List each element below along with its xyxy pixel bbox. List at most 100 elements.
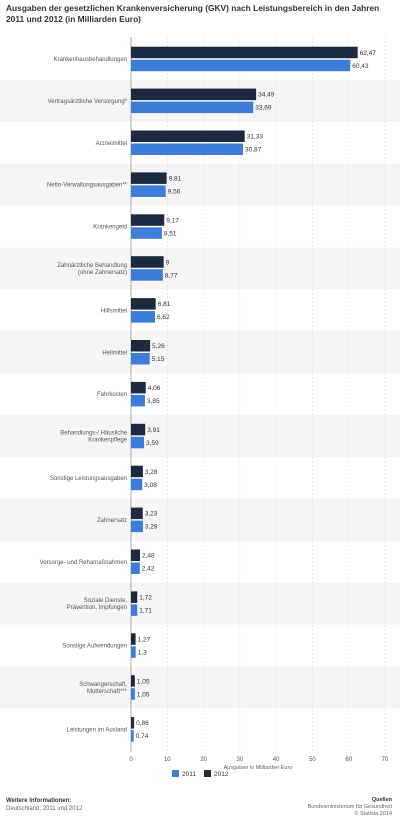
x-tick-label: 60: [345, 757, 352, 763]
x-tick-label: 30: [237, 757, 244, 763]
bar-2011: [131, 311, 156, 323]
bar-2012: [131, 130, 245, 142]
category-label: Behandlungs-/ Häusliche: [60, 431, 127, 437]
x-tick-label: 20: [200, 757, 207, 763]
x-tick-label: 10: [164, 757, 171, 763]
category-label: Vorsorge- und Rehamaßnahmen: [40, 560, 127, 566]
data-label-2012: 1,27: [138, 636, 151, 643]
category-label: Vertragsärztliche Versorgung*: [48, 99, 128, 105]
footer-sources: Quellen Bundesministerium für Gesundheit…: [308, 797, 392, 818]
footer-info: Weitere Informationen: Deutschland; 2011…: [6, 797, 82, 813]
bar-2012: [131, 340, 151, 352]
data-label-2011: 1,71: [139, 607, 152, 614]
data-label-2011: 3,28: [145, 524, 158, 531]
data-label-2012: 2,48: [142, 553, 155, 560]
x-tick-label: 0: [129, 757, 133, 763]
bar-chart: 0 10 20 30 40 50 60 70 Ausgaben in Milliarden Eu…: [0, 37, 400, 778]
data-label-2011: 3,08: [144, 482, 157, 489]
data-label-2012: 1,72: [139, 594, 152, 601]
row-band: [0, 247, 400, 290]
data-label-2012: 9,81: [169, 175, 182, 182]
category-label: Mutterschaft***: [87, 689, 128, 695]
x-tick-label: 40: [273, 757, 280, 763]
row-band: [0, 415, 400, 457]
data-label-2011: 3,85: [147, 398, 160, 405]
footer-info-text: Deutschland; 2011 und 2012: [6, 806, 83, 812]
bar-2011: [131, 436, 145, 449]
legend-swatch-2012: [204, 770, 211, 777]
footer-sources-heading: Quellen: [371, 797, 392, 803]
data-label-2012: 31,33: [247, 134, 264, 141]
category-label: Krankenhausbehandlungen: [54, 57, 127, 63]
data-label-2012: 4,06: [148, 385, 161, 392]
bar-2011: [131, 478, 143, 491]
data-label-2011: 30,87: [245, 147, 262, 154]
bar-2011: [131, 688, 135, 700]
category-label: Zahnärztliche Behandlung: [57, 263, 127, 269]
data-label-2011: 60,43: [352, 63, 369, 70]
data-label-2011: 1,05: [137, 691, 150, 698]
bar-2012: [131, 717, 135, 729]
data-label-2012: 5,26: [152, 343, 165, 350]
data-label-2012: 3,28: [145, 469, 158, 476]
category-label: Zahnersatz: [97, 518, 127, 524]
category-label: Soziale Dienste,: [84, 598, 128, 604]
footer-info-heading: Weitere Informationen:: [6, 798, 72, 804]
bar-2012: [131, 88, 257, 101]
data-label-2011: 8,51: [164, 230, 177, 237]
bar-2011: [131, 520, 143, 533]
bar-2012: [131, 675, 135, 687]
bar-2012: [131, 298, 156, 310]
data-label-2011: 2,42: [142, 566, 155, 573]
data-label-2012: 3,91: [147, 427, 160, 434]
chart-title: Ausgaben der gesetzlichen Krankenversich…: [6, 3, 380, 24]
bar-2012: [131, 549, 140, 561]
bar-2012: [131, 256, 164, 268]
bar-2012: [131, 507, 143, 520]
bar-2011: [131, 562, 140, 574]
data-label-2011: 33,69: [255, 105, 272, 112]
bar-2012: [131, 423, 146, 436]
bar-2011: [131, 59, 351, 72]
bar-2011: [131, 227, 162, 239]
category-label: Sonstige Aufwendungen: [62, 644, 127, 650]
row-band: [0, 163, 400, 206]
bar-2012: [131, 46, 358, 59]
bar-2012: [131, 591, 138, 603]
data-label-2011: 5,15: [152, 356, 165, 363]
data-label-2012: 9: [166, 259, 170, 266]
category-label: Netto-Verwaltungsausgaben**: [47, 183, 128, 189]
bar-2011: [131, 394, 145, 407]
category-label: Arzneimittel: [96, 141, 127, 147]
legend-label-2011: 2011: [182, 771, 196, 778]
bar-2012: [131, 214, 165, 226]
category-label: Hilfsmittel: [101, 308, 127, 314]
footer-source-text: Bundesministerium für Gesundheit: [307, 804, 392, 810]
data-label-2011: 8,77: [165, 272, 178, 279]
bar-2012: [131, 172, 167, 184]
category-label: Fahrkosten: [97, 392, 127, 398]
legend-swatch-2011: [172, 770, 179, 777]
category-label: (ohne Zahnersatz): [78, 270, 127, 276]
data-label-2011: 0,74: [136, 733, 149, 740]
category-label: Krankengeld: [93, 225, 127, 231]
data-label-2011: 1,3: [138, 649, 147, 656]
bar-2011: [131, 730, 134, 742]
bar-2011: [131, 604, 138, 616]
x-tick-label: 50: [309, 757, 316, 763]
category-label: Prävention, Impfungen: [67, 605, 127, 611]
row-band: [0, 331, 400, 374]
row-band: [0, 79, 400, 122]
bar-2011: [131, 353, 150, 365]
category-label: Krankenpflege: [88, 438, 127, 444]
bar-2012: [131, 633, 136, 645]
footer-copyright: © Statista 2014: [354, 811, 392, 817]
category-label: Schwangerschaft,: [79, 682, 127, 688]
data-label-2011: 9,56: [168, 188, 181, 195]
row-band: [0, 666, 400, 709]
row-band: [0, 498, 400, 541]
bar-2011: [131, 646, 136, 658]
bar-2012: [131, 381, 146, 394]
x-tick-label: 70: [382, 757, 389, 763]
legend-label-2012: 2012: [214, 771, 229, 778]
